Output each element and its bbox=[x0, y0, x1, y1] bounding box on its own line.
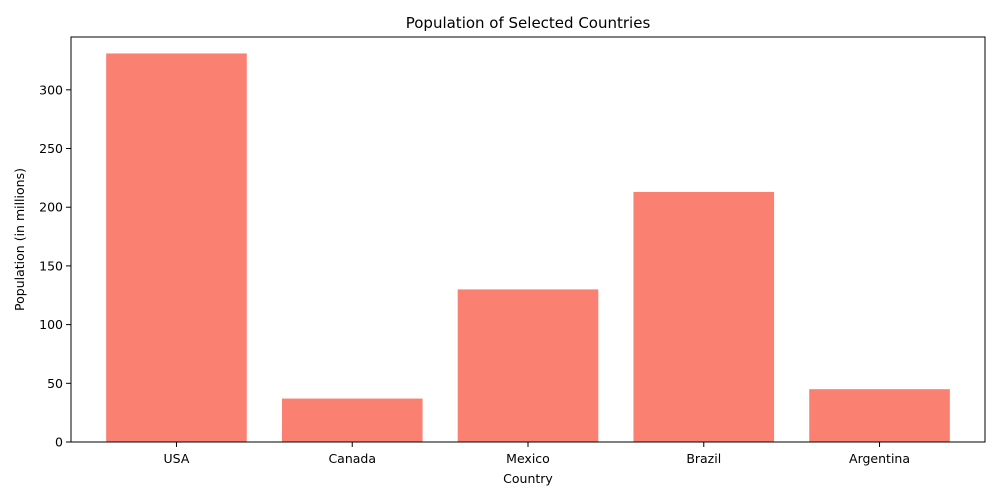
x-axis-ticks: USA Canada Mexico Brazil Argentina bbox=[164, 442, 910, 466]
x-tick-label: Brazil bbox=[686, 451, 721, 466]
x-tick-label: Mexico bbox=[506, 451, 550, 466]
x-axis-label: Country bbox=[503, 471, 553, 486]
y-tick-label: 0 bbox=[55, 435, 63, 450]
plot-area-frame bbox=[70, 36, 986, 443]
y-axis-label: Population (in millions) bbox=[12, 168, 27, 311]
x-tick-label: Argentina bbox=[849, 451, 910, 466]
bar-argentina bbox=[809, 389, 950, 442]
y-tick-label: 200 bbox=[39, 200, 63, 215]
y-tick-label: 50 bbox=[47, 376, 63, 391]
y-axis-ticks: 0 50 100 150 200 250 300 bbox=[39, 82, 71, 450]
x-tick-label: Canada bbox=[328, 451, 376, 466]
bar-brazil bbox=[633, 191, 775, 442]
bars-layer bbox=[106, 53, 950, 442]
y-tick-label: 150 bbox=[39, 258, 63, 273]
y-tick-label: 250 bbox=[39, 141, 63, 156]
y-tick-label: 100 bbox=[39, 317, 63, 332]
bar-canada bbox=[281, 398, 423, 442]
bar-mexico bbox=[457, 289, 599, 442]
y-tick-label: 300 bbox=[39, 82, 63, 97]
bar-usa bbox=[106, 53, 247, 442]
chart-title: Population of Selected Countries bbox=[406, 14, 651, 32]
x-tick-label: USA bbox=[164, 451, 190, 466]
